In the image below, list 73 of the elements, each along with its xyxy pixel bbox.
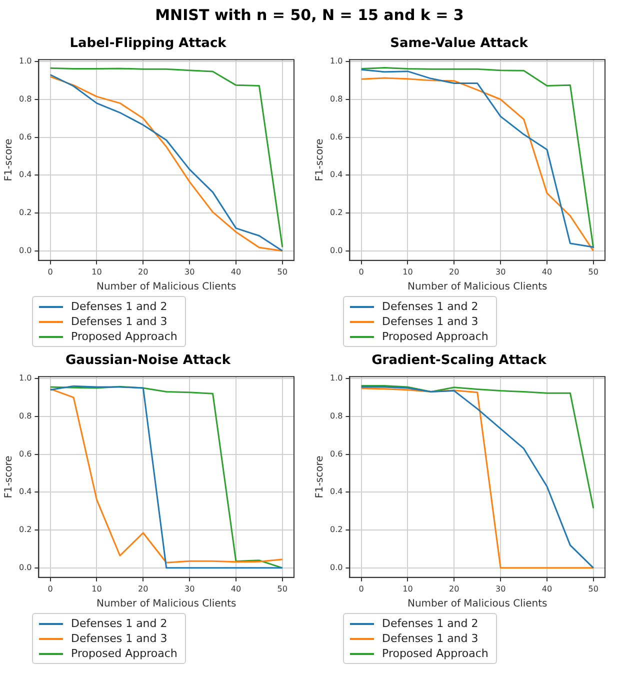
y-tick-label: 0.6 [330, 449, 343, 458]
legend-label: Proposed Approach [71, 646, 178, 661]
x-tick-label: 50 [277, 584, 288, 594]
y-tick-label: 1.0 [330, 56, 343, 66]
x-tick-label: 10 [92, 267, 102, 276]
y-tick-label: 0.4 [18, 487, 32, 496]
y-tick-label: 0.0 [330, 246, 343, 256]
y-tick-label: 0.8 [330, 411, 343, 420]
legend-label: Defenses 1 and 2 [382, 616, 478, 631]
y-tick-label: 0.2 [18, 208, 32, 218]
x-tick-label: 20 [449, 584, 460, 594]
chart-title: Label-Flipping Attack [70, 36, 227, 52]
y-tick-label: 0.2 [18, 525, 32, 534]
y-tick-label: 0.6 [18, 132, 32, 142]
y-tick-label: 0.6 [330, 132, 343, 142]
legend-label: Defenses 1 and 3 [71, 314, 168, 329]
y-tick-label: 0.0 [18, 246, 32, 256]
legend-label: Proposed Approach [71, 329, 178, 344]
y-axis-title: F1-score [314, 138, 326, 182]
legend-label: Defenses 1 and 2 [71, 299, 168, 314]
x-axis-title: Number of Malicious Clients [407, 598, 548, 610]
x-tick-label: 20 [138, 584, 148, 594]
x-tick-label: 10 [92, 584, 102, 594]
y-tick-label: 0.2 [330, 208, 343, 218]
x-tick-label: 20 [449, 267, 460, 276]
x-axis-title: Number of Malicious Clients [96, 282, 236, 293]
y-tick-label: 0.8 [18, 94, 32, 104]
legend-label: Proposed Approach [382, 329, 488, 344]
y-tick-label: 0.4 [18, 170, 32, 180]
x-tick-label: 20 [138, 267, 148, 276]
y-axis-title: F1-score [4, 456, 15, 498]
y-tick-label: 0.4 [330, 170, 343, 180]
x-tick-label: 30 [495, 267, 506, 276]
y-tick-label: 0.4 [330, 487, 343, 496]
x-tick-label: 0 [358, 584, 364, 594]
x-axis-title: Number of Malicious Clients [96, 598, 236, 610]
x-tick-label: 30 [495, 584, 506, 594]
y-tick-label: 0.0 [18, 563, 32, 572]
chart-title: Gaussian-Noise Attack [65, 353, 231, 368]
x-tick-label: 30 [184, 584, 195, 594]
x-tick-label: 10 [402, 267, 413, 276]
x-tick-label: 50 [588, 267, 598, 276]
legend-label: Defenses 1 and 3 [71, 631, 168, 646]
x-tick-label: 40 [542, 584, 552, 594]
x-tick-label: 40 [230, 267, 242, 276]
y-tick-label: 0.2 [330, 525, 343, 534]
y-axis-title: F1-score [4, 138, 15, 182]
x-tick-label: 30 [184, 267, 195, 276]
legend-label: Proposed Approach [382, 646, 488, 661]
y-tick-label: 1.0 [18, 374, 32, 383]
legend-label: Defenses 1 and 3 [382, 314, 478, 329]
x-tick-label: 0 [48, 267, 53, 276]
x-tick-label: 40 [542, 267, 552, 276]
y-tick-label: 0.8 [330, 94, 343, 104]
x-tick-label: 50 [588, 584, 598, 594]
text: MNIST with n = 50, N = 15 and k = 3 [154, 6, 465, 24]
chart-title: Gradient-Scaling Attack [372, 353, 547, 368]
y-tick-label: 0.0 [330, 563, 343, 572]
legend-label: Defenses 1 and 2 [71, 616, 168, 631]
y-tick-label: 0.6 [18, 449, 32, 458]
chart-title: Same-Value Attack [390, 36, 528, 52]
y-tick-label: 1.0 [330, 374, 343, 383]
y-tick-label: 0.8 [18, 411, 32, 420]
y-axis-title: F1-score [314, 456, 326, 498]
y-tick-label: 1.0 [18, 56, 32, 66]
x-axis-title: Number of Malicious Clients [407, 282, 548, 293]
x-tick-label: 40 [230, 584, 242, 594]
x-tick-label: 0 [358, 267, 364, 276]
legend-label: Defenses 1 and 2 [382, 299, 478, 314]
x-tick-label: 10 [402, 584, 413, 594]
x-tick-label: 50 [277, 267, 288, 276]
legend-label: Defenses 1 and 3 [382, 631, 478, 646]
x-tick-label: 0 [48, 584, 53, 594]
